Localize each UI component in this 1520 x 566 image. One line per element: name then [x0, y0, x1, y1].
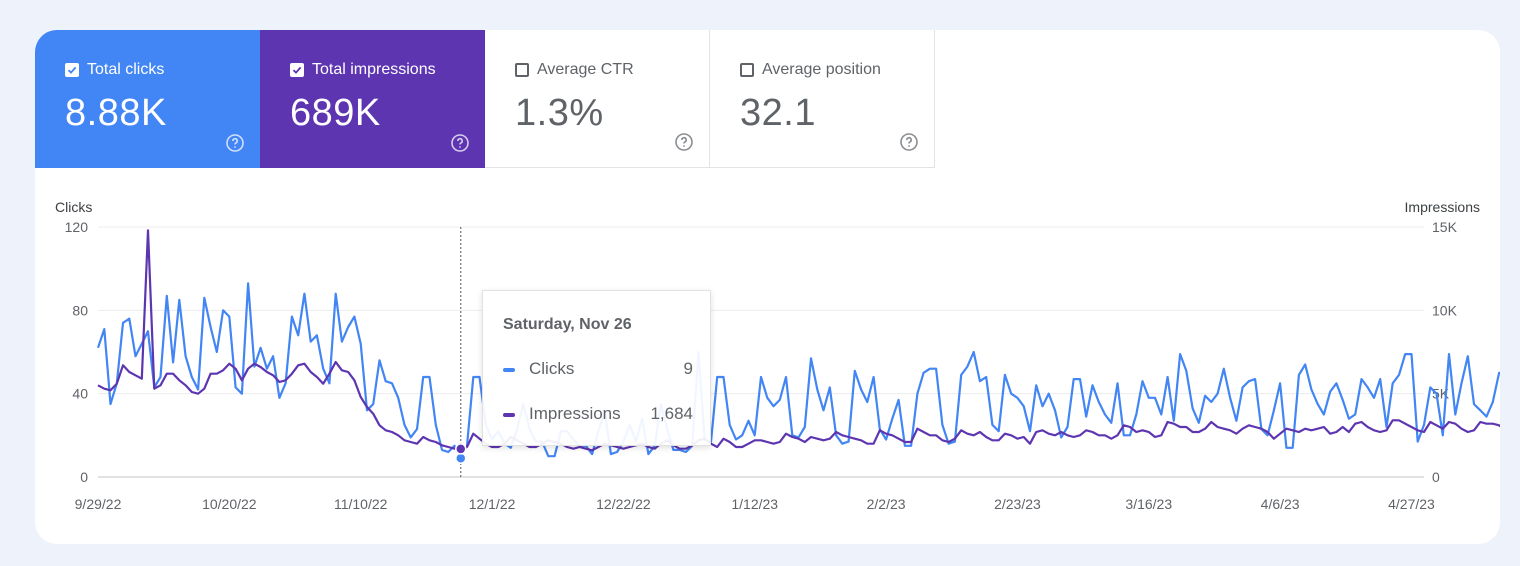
x-tick-label: 9/29/22 [75, 496, 122, 512]
y-tick-left: 80 [72, 302, 88, 318]
x-tick-label: 12/1/22 [469, 496, 516, 512]
metric-tab-average-position[interactable]: Average position 32.1 [710, 30, 935, 168]
y-tick-right: 0 [1432, 469, 1440, 485]
clicks-series-line [96, 282, 1500, 460]
checkbox-checked-icon[interactable] [65, 63, 79, 77]
tooltip-row-impressions: Impressions 1,684 [503, 404, 693, 424]
chart-tooltip: Saturday, Nov 26 Clicks 9 Impressions 1,… [482, 290, 711, 446]
metric-value: 32.1 [740, 92, 816, 134]
metric-tab-total-clicks[interactable]: Total clicks 8.88K [35, 30, 260, 168]
metric-value: 689K [290, 92, 381, 134]
y-axis-title-left: Clicks [55, 199, 92, 215]
impressions-series-line [97, 229, 1500, 452]
help-icon[interactable] [226, 134, 244, 152]
x-tick-label: 2/2/23 [867, 496, 906, 512]
tooltip-date: Saturday, Nov 26 [503, 316, 632, 333]
checkbox-unchecked-icon[interactable] [515, 63, 529, 77]
metric-tab-average-ctr[interactable]: Average CTR 1.3% [485, 30, 710, 168]
x-tick-label: 12/22/22 [596, 496, 651, 512]
y-tick-left: 0 [80, 469, 88, 485]
impressions-hover-point [455, 443, 467, 455]
metric-tabs: Total clicks 8.88K Total impressions 689… [35, 30, 935, 168]
clicks-legend-icon [503, 367, 515, 372]
y-tick-left: 40 [72, 386, 88, 402]
x-tick-label: 1/12/23 [731, 496, 778, 512]
metric-tab-total-impressions[interactable]: Total impressions 689K [260, 30, 485, 168]
performance-card: Total clicks 8.88K Total impressions 689… [35, 30, 1500, 544]
performance-chart-area: Clicks Impressions 120 15K 80 10K 40 5K 0 0 9/29… [35, 30, 1500, 544]
y-axis-title-right: Impressions [1405, 199, 1480, 215]
help-icon[interactable] [675, 133, 693, 151]
tooltip-row-clicks: Clicks 9 [503, 359, 693, 379]
y-tick-left: 120 [65, 219, 89, 235]
x-tick-label: 3/16/23 [1125, 496, 1172, 512]
help-icon[interactable] [900, 133, 918, 151]
metric-label: Average CTR [537, 61, 634, 78]
tooltip-clicks-value: 9 [683, 359, 693, 378]
impressions-legend-icon [503, 412, 515, 417]
x-tick-label: 4/27/23 [1388, 496, 1435, 512]
y-tick-right: 15K [1432, 219, 1458, 235]
tooltip-impressions-value: 1,684 [650, 404, 693, 423]
tooltip-clicks-label: Clicks [529, 359, 575, 378]
checkbox-checked-icon[interactable] [290, 63, 304, 77]
metric-label: Total clicks [87, 61, 165, 78]
help-icon[interactable] [451, 134, 469, 152]
x-tick-label: 10/20/22 [202, 496, 257, 512]
x-tick-label: 2/23/23 [994, 496, 1041, 512]
metric-value: 8.88K [65, 92, 167, 134]
checkbox-unchecked-icon[interactable] [740, 63, 754, 77]
clicks-hover-point [455, 452, 467, 464]
x-tick-label: 11/10/22 [334, 496, 388, 512]
metric-label: Total impressions [312, 61, 436, 78]
metric-value: 1.3% [515, 92, 604, 134]
metric-label: Average position [762, 61, 881, 78]
y-tick-right: 10K [1432, 302, 1458, 318]
x-tick-label: 4/6/23 [1261, 496, 1300, 512]
tooltip-impressions-label: Impressions [529, 404, 621, 423]
